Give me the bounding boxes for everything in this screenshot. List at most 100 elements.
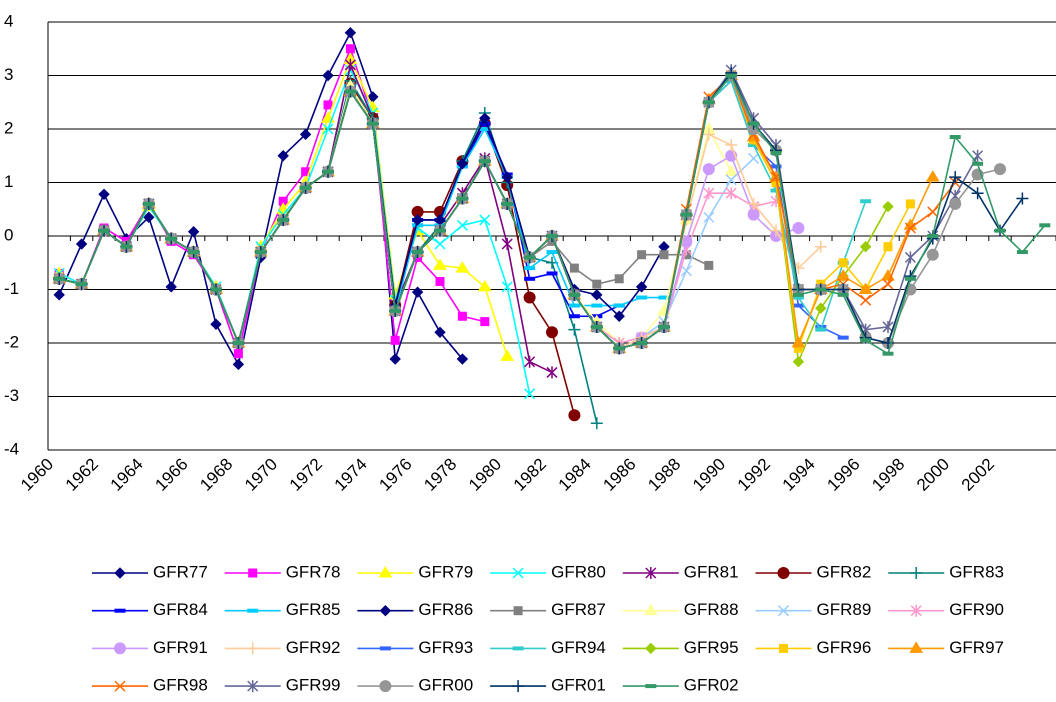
- series-line: [59, 71, 1024, 350]
- data-point: [344, 26, 357, 39]
- data-point: [792, 303, 804, 308]
- series-line: [59, 73, 1001, 350]
- data-point: [233, 349, 243, 359]
- data-point: [232, 358, 245, 371]
- series-line: [59, 78, 598, 424]
- data-point: [210, 318, 222, 330]
- data-point: [322, 123, 334, 135]
- data-point: [815, 327, 827, 332]
- x-tick-label: 2002: [958, 455, 998, 495]
- data-point: [501, 281, 513, 293]
- y-tick-label: -1: [4, 279, 19, 298]
- x-tick-label: 1980: [465, 455, 505, 495]
- data-point: [344, 58, 356, 71]
- data-point: [501, 201, 513, 206]
- x-tick-label: 1990: [689, 455, 729, 495]
- legend-label: GFR01: [551, 676, 606, 695]
- data-point: [76, 282, 88, 287]
- data-point: [434, 238, 446, 250]
- data-point: [546, 366, 558, 379]
- x-tick-label: 1996: [823, 455, 863, 495]
- data-point: [994, 228, 1006, 233]
- data-point: [949, 135, 961, 140]
- data-point: [53, 289, 65, 301]
- legend-marker: [114, 680, 126, 692]
- data-point: [568, 409, 581, 422]
- data-point: [165, 236, 177, 241]
- data-point: [546, 326, 558, 339]
- legend-marker: [777, 605, 790, 617]
- legend-label: GFR96: [817, 638, 872, 657]
- data-point: [725, 73, 737, 78]
- data-point: [569, 263, 579, 273]
- legend-marker: [246, 642, 259, 655]
- x-tick-label: 2000: [913, 455, 953, 495]
- data-point: [636, 341, 648, 345]
- data-point: [501, 171, 513, 183]
- data-point: [972, 161, 984, 166]
- data-point: [702, 128, 715, 141]
- legend-label: GFR82: [817, 562, 872, 581]
- data-point: [927, 206, 939, 218]
- x-tick-label: 1978: [420, 455, 460, 495]
- x-tick-label: 1982: [510, 455, 550, 495]
- data-point: [613, 310, 625, 322]
- legend-label: GFR78: [286, 562, 341, 581]
- data-point: [457, 311, 467, 321]
- x-tick-label: 1986: [599, 455, 639, 495]
- data-point: [725, 139, 738, 152]
- legend-marker: [645, 567, 657, 579]
- data-point: [703, 187, 715, 200]
- legend-label: GFR85: [286, 600, 341, 619]
- series-line: [59, 81, 576, 416]
- x-tick-label: 1994: [779, 455, 819, 495]
- data-point: [433, 258, 447, 270]
- data-point: [836, 269, 851, 281]
- data-point: [524, 276, 536, 281]
- data-point: [455, 261, 470, 273]
- data-point: [345, 44, 355, 54]
- legend-label: GFR79: [418, 562, 473, 581]
- legend-label: GFR95: [684, 638, 739, 657]
- data-point: [927, 234, 939, 238]
- data-point: [479, 159, 491, 164]
- data-point: [904, 251, 916, 264]
- data-point: [925, 170, 940, 182]
- data-point: [883, 242, 893, 252]
- data-point: [390, 335, 400, 345]
- x-tick-label: 1964: [107, 455, 147, 495]
- series-line: [59, 62, 553, 374]
- legend-label: GFR91: [153, 638, 208, 657]
- y-tick-label: -2: [4, 332, 19, 351]
- data-point: [479, 112, 491, 125]
- data-point: [187, 226, 200, 238]
- data-point: [591, 289, 603, 301]
- x-tick-label: 1992: [734, 455, 774, 495]
- data-point: [210, 287, 222, 292]
- legend-label: GFR77: [153, 562, 208, 581]
- data-point: [926, 248, 939, 261]
- data-point: [815, 302, 827, 314]
- data-point: [546, 250, 558, 255]
- data-point: [882, 351, 894, 356]
- data-point: [838, 258, 848, 268]
- legend-marker: [114, 567, 126, 579]
- data-point: [255, 250, 267, 255]
- data-point: [792, 356, 805, 368]
- data-point: [704, 260, 714, 270]
- y-tick-label: 3: [4, 65, 13, 84]
- x-tick-label: 1966: [151, 455, 191, 495]
- legend-marker: [512, 680, 525, 693]
- legend-marker: [910, 604, 922, 617]
- legend-label: GFR83: [949, 562, 1004, 581]
- legend-marker: [512, 567, 524, 579]
- x-tick-label: 1972: [286, 455, 326, 495]
- data-point: [680, 212, 692, 217]
- data-point: [971, 187, 984, 200]
- data-point: [434, 326, 446, 339]
- data-point: [98, 188, 110, 200]
- data-point: [120, 244, 132, 249]
- data-point: [165, 281, 177, 293]
- legend-label: GFR87: [551, 600, 606, 619]
